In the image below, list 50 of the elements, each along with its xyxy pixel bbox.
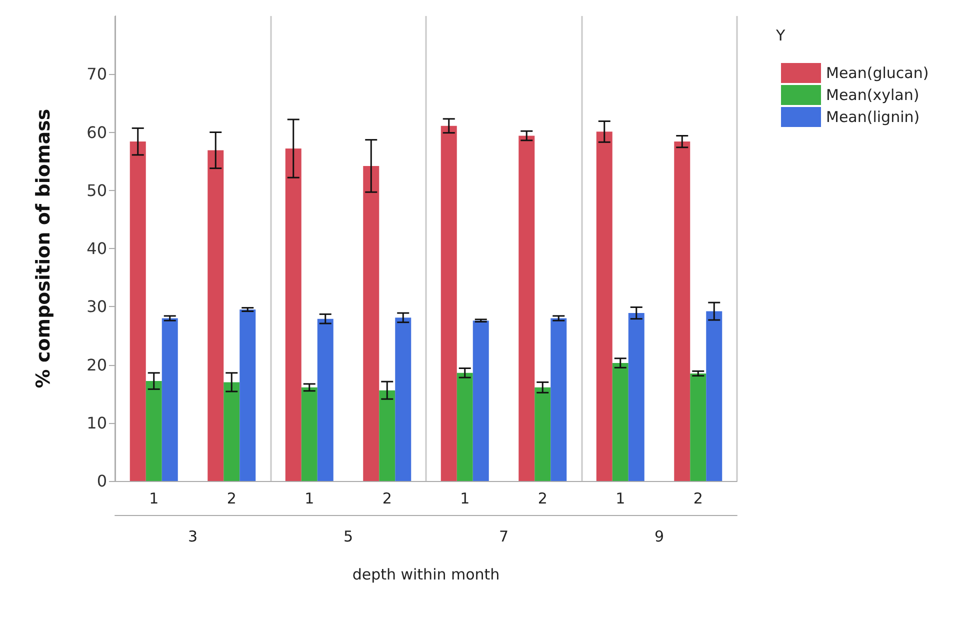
bar	[224, 382, 240, 481]
bar	[534, 387, 551, 481]
text: 5	[343, 528, 354, 546]
bar	[379, 390, 396, 481]
y-tick-label: 0	[96, 472, 107, 490]
text: 3	[188, 528, 198, 546]
legend-label: Mean(xylan)	[826, 86, 920, 104]
y-tick-label: 60	[86, 122, 107, 142]
y-axis-title: % composition of biomass	[32, 108, 54, 388]
x-axis-title: depth within month	[352, 566, 500, 584]
bar	[550, 318, 567, 481]
bar	[472, 320, 489, 481]
text: 7	[498, 528, 509, 546]
bar	[596, 132, 612, 481]
x-tick-label: 2	[226, 490, 236, 508]
bar	[674, 142, 690, 481]
bar	[162, 318, 178, 481]
y-tick-label: 10	[86, 413, 107, 432]
x-tick-label: 2	[382, 490, 392, 508]
bar	[285, 148, 302, 481]
bar	[208, 150, 224, 481]
y-tick-label: 50	[86, 180, 107, 200]
bar	[301, 387, 318, 481]
x-tick-label: 2	[538, 490, 548, 508]
y-tick-label: 30	[86, 297, 107, 316]
y-tick-label: 40	[86, 239, 107, 258]
bar	[395, 318, 412, 481]
y-tick-label: 70	[86, 64, 107, 84]
bar	[690, 373, 706, 481]
legend-label: Mean(lignin)	[826, 108, 920, 126]
bar	[706, 311, 722, 481]
bar	[612, 363, 628, 481]
bar	[518, 136, 535, 481]
bar	[240, 310, 256, 481]
legend-title: Y	[775, 26, 786, 44]
bar	[456, 372, 473, 481]
legend-label: Mean(glucan)	[826, 64, 929, 82]
x-tick-label: 1	[304, 490, 314, 508]
x-tick-label: 2	[693, 490, 703, 508]
x-tick-label: 1	[460, 490, 470, 508]
x-tick-label: 1	[149, 490, 159, 508]
x-tick-label: 1	[616, 490, 626, 508]
text: 9	[654, 528, 664, 546]
bar	[440, 126, 457, 481]
bar	[628, 313, 644, 481]
bar	[130, 142, 146, 481]
bar	[146, 381, 162, 481]
y-tick-label: 20	[86, 355, 107, 374]
bar	[317, 318, 334, 481]
bar	[363, 166, 380, 481]
